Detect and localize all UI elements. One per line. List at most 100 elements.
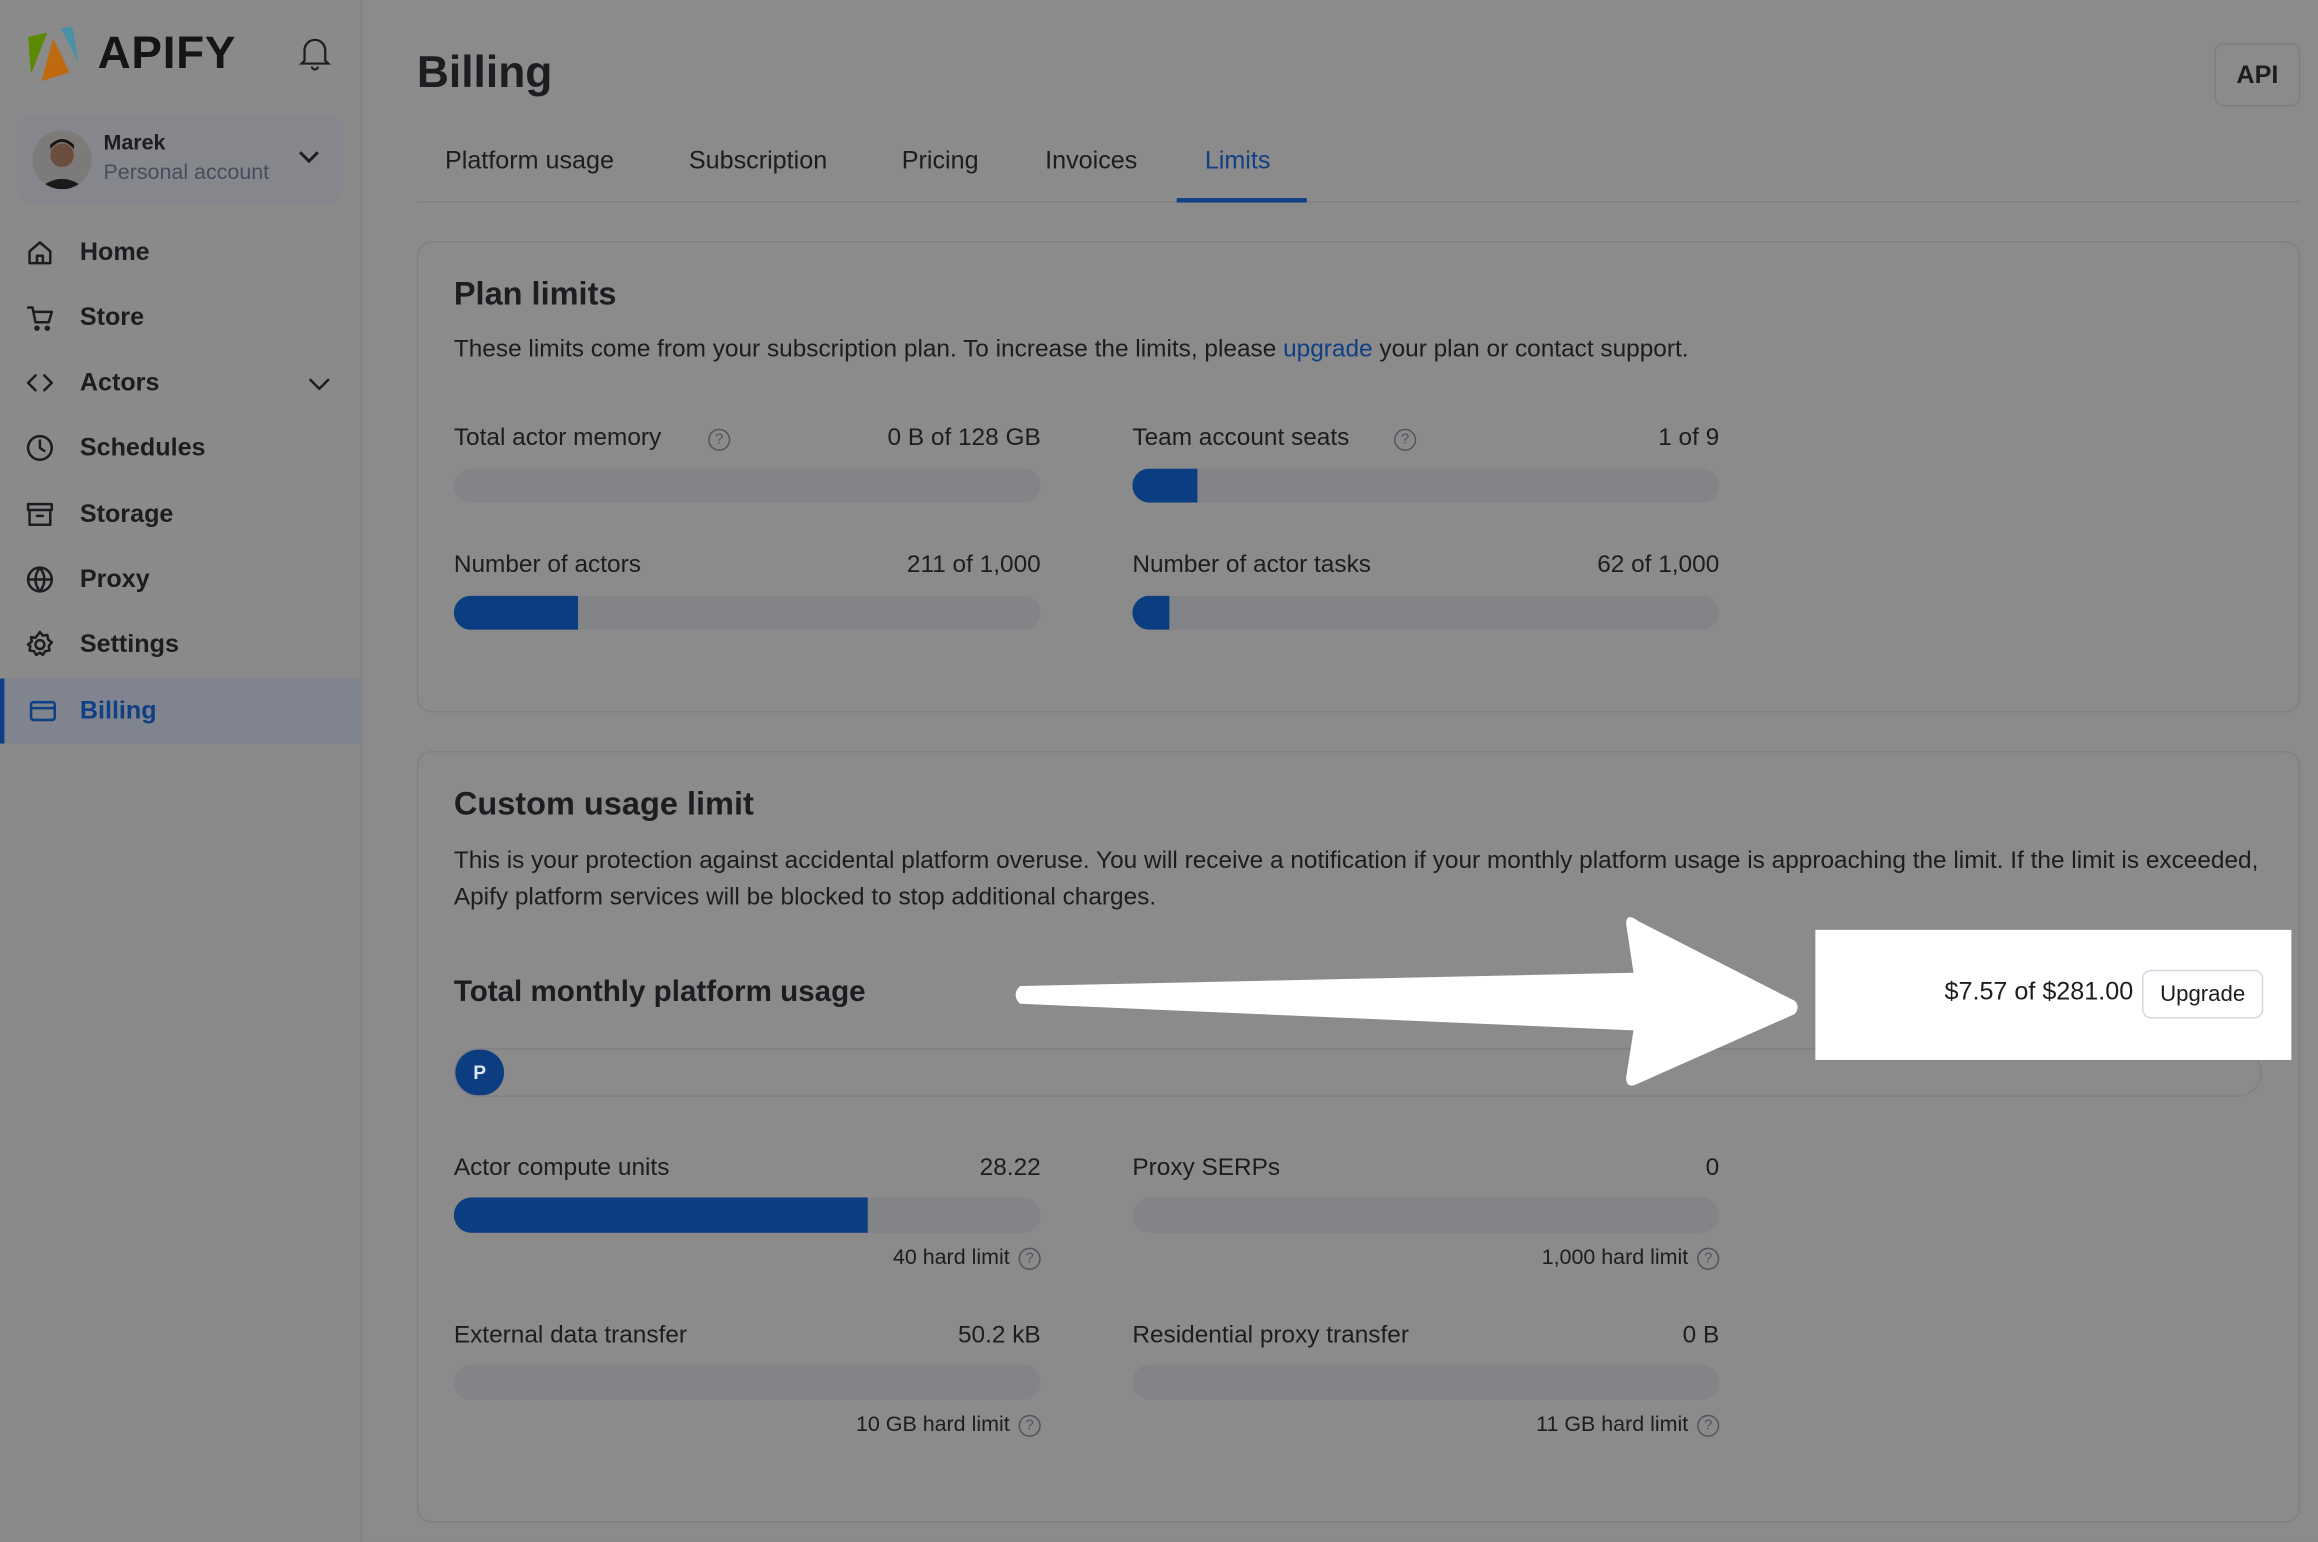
limit-progress-fill <box>1132 595 1169 630</box>
usage-label: Actor compute units <box>453 1154 670 1182</box>
plan-limits-card <box>416 240 2301 713</box>
limit-label: Team account seats <box>1132 424 1350 451</box>
page-title: Billing <box>416 48 553 98</box>
limit-progress-bar <box>1132 468 1720 503</box>
tab-subscription[interactable]: Subscription <box>688 146 828 175</box>
sidebar-item-label: Settings <box>79 629 179 658</box>
hard-limit-hint: 1,000 hard limit? <box>1350 1246 1720 1270</box>
cart-icon <box>0 303 80 333</box>
chevron-down-icon[interactable] <box>307 375 331 393</box>
help-icon[interactable]: ? <box>1697 1413 1720 1437</box>
active-tab-indicator <box>1176 198 1307 203</box>
help-icon[interactable]: ? <box>708 428 731 451</box>
help-icon[interactable]: ? <box>1394 428 1417 451</box>
help-icon[interactable]: ? <box>1018 1413 1041 1437</box>
limit-label: Total actor memory <box>453 424 662 451</box>
help-icon[interactable]: ? <box>1697 1246 1720 1270</box>
usage-label: Residential proxy transfer <box>1132 1321 1409 1349</box>
sidebar-item-actors[interactable]: Actors <box>0 350 361 415</box>
custom-usage-card <box>416 750 2301 1523</box>
limit-value: 211 of 1,000 <box>906 551 1041 579</box>
usage-label: Proxy SERPs <box>1132 1154 1281 1182</box>
custom-limit-title: Custom usage limit <box>453 784 754 822</box>
limit-label: Number of actors <box>453 551 641 579</box>
sidebar-item-label: Storage <box>79 499 174 528</box>
usage-progress-bar <box>1132 1364 1720 1400</box>
globe-icon <box>0 565 80 595</box>
usage-value: 0 B <box>1682 1321 1720 1349</box>
desc-text: These limits come from your subscription… <box>453 335 1284 363</box>
sidebar-item-settings[interactable]: Settings <box>0 612 361 677</box>
upgrade-button[interactable]: Upgrade <box>2142 969 2264 1019</box>
archive-icon <box>0 500 80 530</box>
limit-label: Number of actor tasks <box>1132 551 1371 579</box>
limit-value: 1 of 9 <box>1658 424 1720 451</box>
sidebar-item-label: Billing <box>79 696 157 725</box>
clock-icon <box>0 433 80 463</box>
limit-progress-bar <box>1132 595 1720 630</box>
plan-limits-title: Plan limits <box>453 274 617 312</box>
limit-progress-bar <box>453 468 1041 503</box>
sidebar-item-label: Home <box>79 238 150 267</box>
gear-icon <box>0 630 80 660</box>
total-usage-label: Total monthly platform usage <box>453 975 866 1009</box>
sidebar-item-label: Actors <box>79 368 160 397</box>
usage-value: 0 <box>1705 1154 1720 1182</box>
total-usage-fill: P <box>455 1049 505 1096</box>
account-name: Marek <box>103 131 166 156</box>
sidebar-item-label: Proxy <box>79 564 150 593</box>
total-usage-value: $7.57 of $281.00 <box>1944 977 2134 1006</box>
sidebar: APIFY Marek Personal account Home Store … <box>0 0 363 1542</box>
limit-value: 62 of 1,000 <box>1597 551 1720 579</box>
credit-card-icon <box>4 696 79 726</box>
tabs-divider <box>416 201 2301 203</box>
sidebar-item-label: Schedules <box>79 433 206 462</box>
upgrade-link[interactable]: upgrade <box>1283 335 1373 363</box>
usage-progress-bar <box>453 1364 1041 1400</box>
logo-text: APIFY <box>97 26 237 79</box>
limit-value: 0 B of 128 GB <box>887 424 1041 451</box>
plan-limits-description: These limits come from your subscription… <box>454 331 1689 367</box>
limit-progress-fill <box>1132 468 1198 503</box>
sidebar-item-schedules[interactable]: Schedules <box>0 415 361 480</box>
sidebar-item-home[interactable]: Home <box>0 220 361 285</box>
code-icon <box>0 368 80 398</box>
usage-progress-bar <box>453 1197 1041 1233</box>
usage-badge: P <box>473 1061 487 1084</box>
hard-limit-text: 40 hard limit <box>892 1246 1010 1270</box>
home-icon <box>0 238 80 268</box>
sidebar-item-label: Store <box>79 303 145 332</box>
tab-platform-usage[interactable]: Platform usage <box>444 146 615 175</box>
avatar <box>32 130 92 190</box>
hard-limit-hint: 40 hard limit? <box>671 1246 1041 1270</box>
bell-icon[interactable] <box>298 35 332 71</box>
tab-invoices[interactable]: Invoices <box>1045 146 1138 175</box>
help-icon[interactable]: ? <box>1018 1246 1041 1270</box>
custom-limit-description: This is your protection against accident… <box>453 847 2259 910</box>
usage-value: 28.22 <box>979 1154 1041 1182</box>
total-usage-bar: P <box>453 1048 2262 1097</box>
usage-label: External data transfer <box>453 1321 688 1349</box>
sidebar-item-store[interactable]: Store <box>0 285 361 350</box>
account-type: Personal account <box>103 161 270 185</box>
sidebar-item-billing[interactable]: Billing <box>0 678 361 744</box>
limit-progress-fill <box>453 595 578 630</box>
api-button[interactable]: API <box>2214 42 2301 107</box>
apify-logo-icon <box>28 26 79 82</box>
arrow-annotation-icon <box>1015 917 1798 1086</box>
usage-value: 50.2 kB <box>957 1321 1041 1349</box>
hard-limit-text: 1,000 hard limit <box>1541 1246 1689 1270</box>
hard-limit-hint: 10 GB hard limit? <box>671 1413 1041 1437</box>
usage-progress-bar <box>1132 1197 1720 1233</box>
tab-limits[interactable]: Limits <box>1204 146 1271 175</box>
desc-text: your plan or contact support. <box>1372 335 1689 363</box>
sidebar-item-storage[interactable]: Storage <box>0 482 361 547</box>
hard-limit-text: 10 GB hard limit <box>855 1413 1010 1437</box>
tab-pricing[interactable]: Pricing <box>901 146 979 175</box>
usage-progress-fill <box>453 1197 869 1233</box>
sidebar-item-proxy[interactable]: Proxy <box>0 547 361 612</box>
hard-limit-hint: 11 GB hard limit? <box>1350 1413 1720 1437</box>
limit-progress-bar <box>453 595 1041 630</box>
chevron-down-icon[interactable] <box>297 148 321 166</box>
hard-limit-text: 11 GB hard limit <box>1536 1413 1689 1437</box>
